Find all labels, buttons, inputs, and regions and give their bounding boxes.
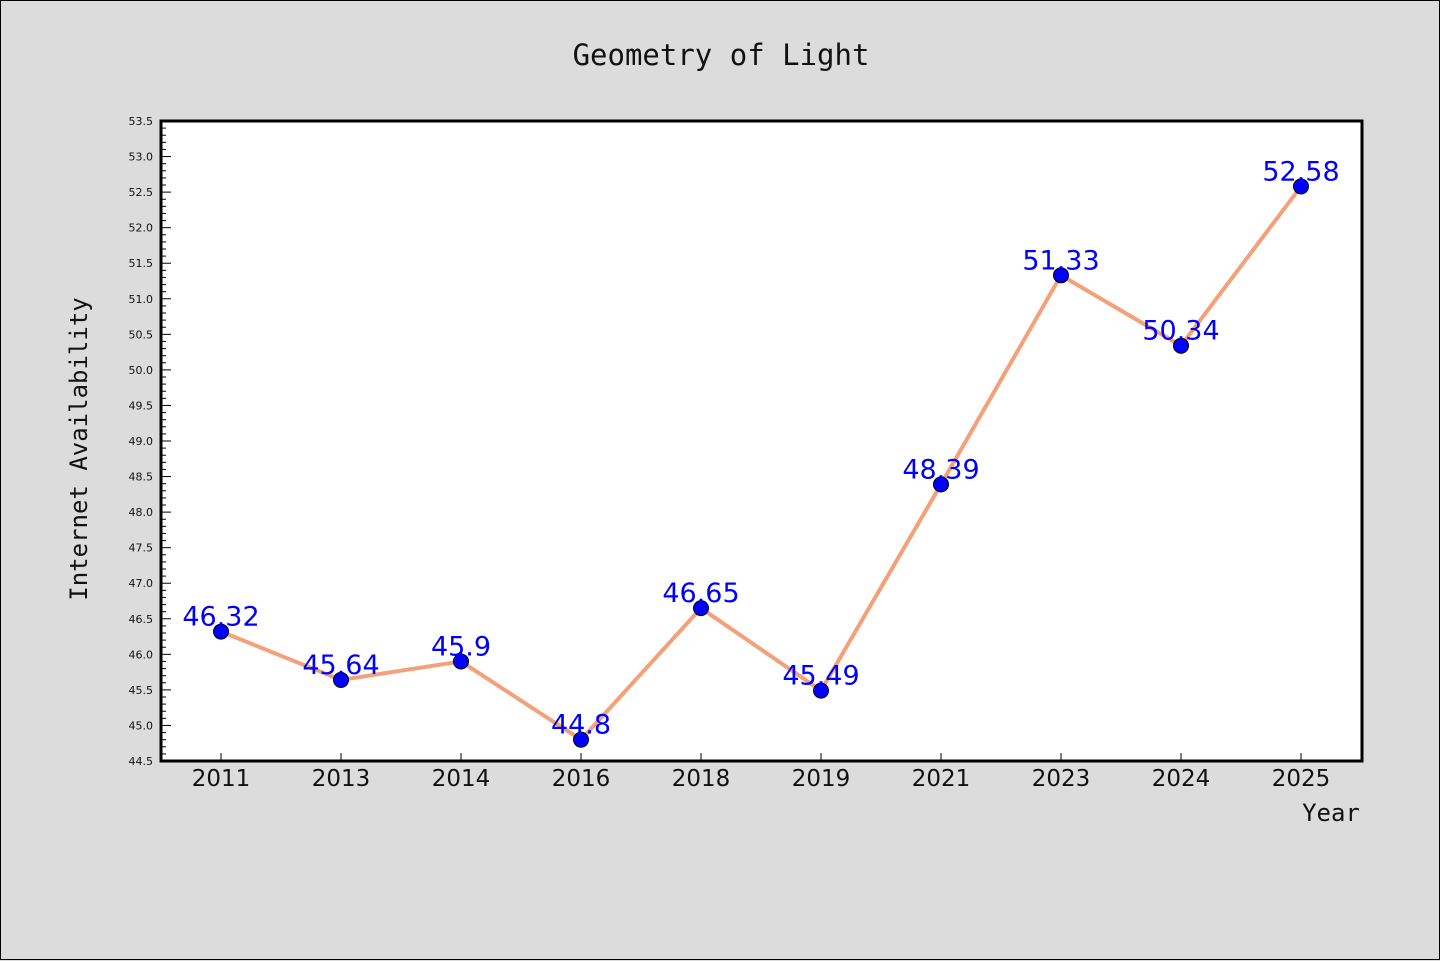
data-point <box>453 653 469 670</box>
data-point <box>1053 267 1069 284</box>
y-tick-label: 49.0 <box>129 435 154 448</box>
y-tick-label: 45.5 <box>129 684 154 697</box>
y-tick-label: 44.5 <box>129 755 154 768</box>
data-labels: 46.32 45.64 45.9 44.8 46.65 45.49 48.39 51.33 50… <box>182 156 1339 740</box>
y-tick-label: 53.0 <box>129 151 154 164</box>
y-tick-label: 52.0 <box>129 222 154 235</box>
x-tick-label: 2014 <box>432 766 491 792</box>
data-point <box>573 731 589 748</box>
series-markers <box>213 178 1309 748</box>
data-label: 52.58 <box>1262 156 1339 187</box>
data-label: 45.49 <box>782 661 859 692</box>
y-tick-label: 46.5 <box>129 613 154 626</box>
x-tick-label: 2024 <box>1152 766 1211 792</box>
data-point <box>213 623 229 640</box>
data-point <box>813 682 829 699</box>
x-tick-label: 2013 <box>312 766 371 792</box>
x-axis: 2011 2013 2014 2016 2018 2019 2021 2023 2024 2025 <box>192 753 1331 792</box>
y-tick-label: 50.0 <box>129 364 154 377</box>
series-line <box>220 185 1303 742</box>
x-tick-label: 2025 <box>1272 766 1331 792</box>
data-point <box>933 476 949 493</box>
plot-area <box>159 119 1364 763</box>
data-label: 51.33 <box>1022 245 1099 276</box>
data-label: 44.8 <box>551 710 611 741</box>
y-tick-label: 51.0 <box>129 293 154 306</box>
x-tick-label: 2023 <box>1032 766 1091 792</box>
x-tick-label: 2019 <box>792 766 851 792</box>
data-point <box>693 600 709 617</box>
y-tick-label: 48.0 <box>129 506 154 519</box>
x-axis-title: Year <box>1302 799 1360 827</box>
data-point <box>1173 337 1189 354</box>
x-tick-label: 2016 <box>552 766 611 792</box>
data-label: 46.32 <box>182 602 259 633</box>
x-tick-label: 2021 <box>912 766 971 792</box>
y-tick-label: 47.0 <box>129 577 154 590</box>
y-axis: 44.5 45.0 45.5 46.0 46.5 47.0 47.5 48.0 48.5 49.0… <box>129 115 171 768</box>
y-tick-label: 45.0 <box>129 719 154 732</box>
data-point <box>1293 178 1309 195</box>
chart-title: Geometry of Light <box>573 38 870 72</box>
y-tick-label: 50.5 <box>129 328 154 341</box>
data-label: 48.39 <box>902 454 979 485</box>
y-tick-label: 48.5 <box>129 471 154 484</box>
data-label: 50.34 <box>1142 316 1219 347</box>
y-tick-label: 52.5 <box>129 186 154 199</box>
y-tick-label: 51.5 <box>129 257 154 270</box>
data-label: 46.65 <box>662 578 739 609</box>
x-tick-label: 2018 <box>672 766 731 792</box>
data-label: 45.9 <box>431 631 491 662</box>
y-tick-label: 46.0 <box>129 648 154 661</box>
y-tick-label: 47.5 <box>129 542 154 555</box>
y-tick-label: 53.5 <box>129 115 154 128</box>
x-tick-label: 2011 <box>192 766 251 792</box>
y-tick-label: 49.5 <box>129 399 154 412</box>
y-axis-title: Internet Availability <box>65 297 93 600</box>
data-point <box>333 671 349 688</box>
data-label: 45.64 <box>302 650 379 681</box>
